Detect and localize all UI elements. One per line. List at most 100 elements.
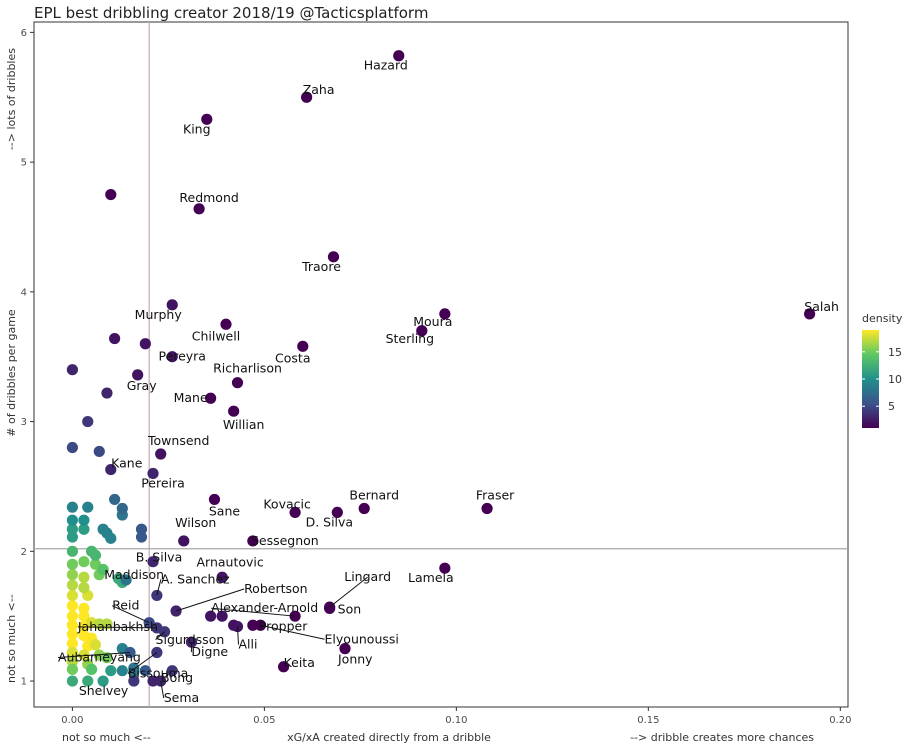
leader-line [237,626,239,645]
y-tick-label: 2 [21,547,27,558]
leader-line [160,680,165,699]
point-label: A. Sanchez [161,571,230,586]
data-point [78,649,90,661]
point-gray [132,369,144,381]
y-axis-label-top: --> lots of dribbles [5,48,18,150]
data-point [78,610,90,622]
data-point [66,663,78,675]
data-point [66,655,78,668]
point-label: Costa [275,350,310,365]
point-kane [105,463,117,476]
point-redmond [193,203,205,215]
point-label: Digne [191,644,228,659]
point-propper [247,619,259,631]
panel-border [33,21,849,708]
data-point [66,501,78,513]
point-label: Bong [161,670,193,685]
point-label: Elyounoussi [325,631,399,646]
point-costa [297,340,309,352]
data-point [128,666,140,678]
data-point [78,571,90,583]
point-arnautovic [216,571,228,583]
density-legend: density 5 10 15 [862,312,903,428]
point-shelvey [128,675,140,687]
data-point [82,415,94,428]
x-axis-label-right: --> dribble creates more chances [630,731,814,744]
legend-colorbar [862,330,879,428]
point-label: B. Silva [136,550,182,565]
point-labels: Hazard Zaha King Redmond Traore Salah Moura Ste… [57,58,839,705]
data-point [66,569,78,581]
data-point [66,600,78,612]
plot-panel [33,21,849,708]
point-zaha [301,91,313,103]
point-label: Lingard [344,569,391,584]
point-label: Lamela [408,570,454,585]
point-pereira [147,467,159,480]
point-fraser [481,502,493,515]
point-label: Salah [804,299,839,314]
point-b-silva [147,556,159,568]
point-moura [439,308,451,320]
data-point [139,338,151,350]
data-point [66,637,78,650]
point-keita [277,661,290,673]
point-label: Alexander-Arnold [211,600,318,615]
point-label: Hazard [364,58,408,73]
legend-tick-label: 10 [888,373,902,386]
point-label: Sema [164,690,199,705]
data-point [66,531,78,543]
point-label: Sigurdsson [156,632,225,647]
data-point [109,493,121,506]
y-tick-label: 1 [21,677,27,688]
point-hazard [393,50,405,62]
point-label: Keita [284,655,315,670]
point-label: Sane [209,503,241,518]
point-label: Alli [239,637,258,652]
point-traore [327,251,340,263]
data-point [66,619,78,631]
point-a-sanchez [151,589,163,602]
point-label: Sessegnon [251,533,319,548]
leader-line [211,607,296,617]
data-point [89,549,102,561]
point-sterling [416,325,428,337]
point-label: Son [338,601,362,616]
point-label: Bernard [349,488,399,503]
point-maddison [120,574,132,586]
point-label: King [183,121,211,136]
point-label: Fraser [476,488,515,503]
point-murphy [166,299,178,311]
point-label: Traore [301,259,341,274]
point-label: Chilwell [192,328,240,343]
data-point [66,523,78,535]
data-point [78,582,90,594]
data-point [97,563,109,576]
legend-tick-label: 5 [888,400,895,413]
data-point [66,545,78,557]
point-label: Mane [174,390,208,405]
leader-line [77,626,157,629]
point-label: Wilson [175,515,216,530]
point-kovacic [289,506,301,518]
leader-line [175,588,245,612]
point-jonny [339,643,351,655]
point-label: Jonny [337,652,373,667]
leader-line [155,631,165,641]
point-king [201,113,213,125]
data-point [116,502,128,515]
point-label: Pereyra [158,349,206,364]
point-salah [804,308,816,320]
point-label: Zaha [303,82,335,97]
point-bong [147,675,159,687]
point-label: Murphy [135,307,183,322]
point-label: Kovacic [263,496,311,511]
point-bernard [358,502,370,515]
point-label: Willian [223,417,265,432]
y-tick-label: 6 [21,28,27,39]
data-point [66,610,78,622]
x-axis-label-left: not so much <-- [62,731,151,744]
point-label: Gray [127,378,157,393]
data-point [78,556,90,568]
